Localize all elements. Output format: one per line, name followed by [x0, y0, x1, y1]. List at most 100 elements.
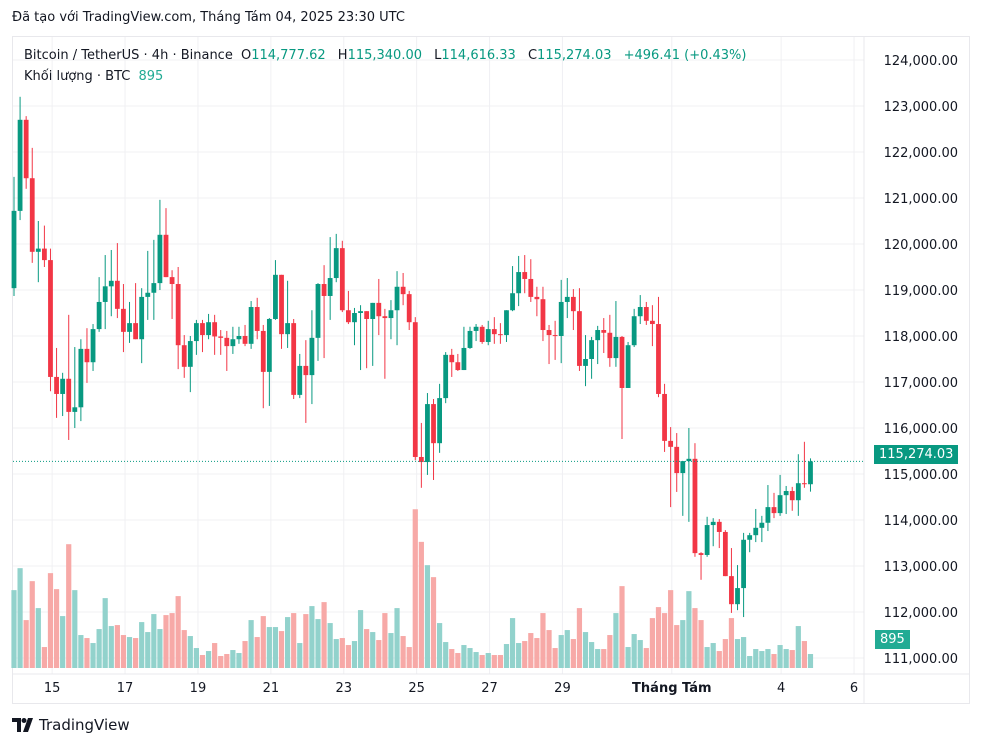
candle-body: [23, 119, 29, 179]
candle-body: [570, 296, 576, 312]
volume-bar: [126, 637, 133, 668]
y-tick-label: 117,000.00: [884, 376, 958, 391]
volume-bar: [96, 629, 102, 668]
candle-body: [169, 277, 175, 285]
volume-bar: [552, 648, 558, 668]
x-tick-label: 29: [554, 681, 571, 696]
volume-bar: [686, 591, 692, 668]
volume-bar: [212, 643, 218, 668]
open-value: 114,777.62: [251, 48, 326, 63]
low-value: 114,616.33: [441, 48, 516, 63]
candle-body: [485, 329, 491, 342]
volume-bar: [53, 589, 60, 668]
candle-body: [747, 535, 753, 540]
candle-body: [479, 326, 485, 342]
tradingview-logo[interactable]: TradingView: [12, 716, 130, 734]
volume-bar: [607, 635, 613, 668]
volume-bar: [789, 650, 795, 668]
candle-body: [607, 332, 613, 359]
candle-body: [273, 274, 278, 319]
volume-label[interactable]: Khối lượng · BTC: [24, 69, 131, 84]
volume-bar: [29, 581, 35, 668]
candle-body: [35, 248, 41, 252]
y-tick-label: 120,000.00: [884, 238, 958, 253]
volume-bar: [668, 590, 674, 668]
y-tick-label: 122,000.00: [884, 146, 958, 161]
y-tick-label: 119,000.00: [884, 284, 958, 299]
x-tick-label: Tháng Tám: [632, 681, 712, 696]
volume-bar: [315, 619, 321, 668]
candle-body: [242, 336, 248, 344]
volume-bar: [522, 641, 528, 668]
candle-body: [260, 330, 266, 372]
y-tick-label: 112,000.00: [884, 606, 958, 621]
volume-bar: [503, 644, 510, 668]
candle-body: [42, 248, 47, 261]
volume-bar: [516, 643, 522, 668]
candle-body: [704, 525, 710, 555]
volume-bar: [674, 625, 680, 668]
candle-body: [759, 522, 765, 528]
volume-bar: [783, 649, 789, 668]
candle-body: [127, 323, 132, 332]
y-tick-label: 124,000.00: [884, 54, 958, 69]
candle-body: [236, 336, 242, 340]
volume-bar: [595, 649, 601, 668]
volume-bar: [479, 655, 485, 668]
candle-body: [583, 359, 588, 366]
volume-bar: [491, 655, 497, 668]
volume-bar: [120, 635, 127, 668]
candle-body: [78, 348, 84, 408]
candle-body: [151, 283, 157, 293]
volume-bar: [661, 613, 668, 668]
candle-body: [376, 302, 382, 317]
candle-body: [802, 483, 807, 485]
candle-body: [662, 393, 667, 441]
volume-bar: [582, 632, 589, 668]
volume-bar: [266, 627, 272, 668]
volume-bar: [357, 610, 364, 668]
candle-body: [181, 345, 187, 367]
volume-bar: [716, 651, 722, 668]
candle-body: [777, 495, 783, 514]
candle-body: [364, 311, 370, 319]
volume-bar: [637, 640, 643, 668]
volume-bar: [807, 654, 814, 668]
candle-body: [206, 322, 211, 336]
volume-bar: [321, 602, 327, 668]
candle-body: [29, 178, 35, 252]
candle-body: [84, 348, 90, 363]
chart-frame: [12, 36, 970, 704]
volume-bar: [801, 641, 807, 668]
volume-bar: [248, 620, 254, 668]
volume-bar: [430, 577, 437, 668]
candle-body: [321, 284, 327, 296]
candle-body: [145, 292, 151, 297]
candle-body: [266, 318, 272, 372]
candle-body: [467, 330, 473, 348]
candle-body: [212, 322, 218, 337]
candle-body: [625, 345, 631, 388]
candle-body: [121, 308, 126, 332]
candle-body: [370, 302, 376, 319]
volume-bar: [619, 586, 625, 668]
candle-body: [187, 341, 193, 367]
candle-body: [425, 404, 430, 463]
candle-body: [406, 294, 412, 323]
volume-bar: [364, 629, 370, 668]
volume-bar: [765, 649, 771, 668]
symbol-title[interactable]: Bitcoin / TetherUS · 4h · Binance: [24, 48, 233, 63]
candle-body: [11, 210, 17, 289]
y-tick-label: 118,000.00: [884, 330, 958, 345]
volume-bar: [60, 616, 66, 668]
candle-body: [309, 337, 315, 376]
volume-bar: [224, 654, 230, 668]
volume-bar: [285, 617, 291, 668]
candle-body: [504, 310, 509, 336]
volume-bar: [291, 613, 297, 668]
volume-bar: [424, 565, 431, 668]
volume-bar: [692, 608, 698, 668]
candle-body: [114, 280, 120, 309]
candle-body: [133, 323, 138, 340]
